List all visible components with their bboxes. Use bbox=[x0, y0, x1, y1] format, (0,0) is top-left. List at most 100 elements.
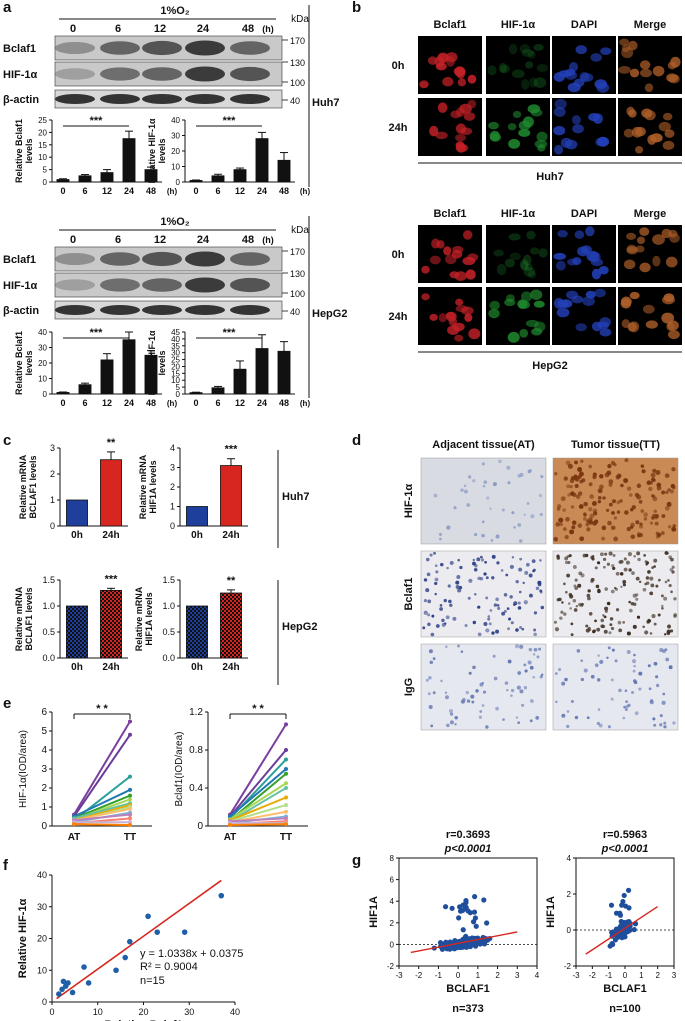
c-hepg2-hif-chart-xtick-label: 0h bbox=[191, 662, 203, 673]
d-cell-dot bbox=[657, 613, 661, 617]
g-left-scatter-ytick-label: 0 bbox=[390, 940, 395, 949]
a-huh7-hif-chart-ytick-label: 20 bbox=[171, 147, 180, 156]
d-cell-dot bbox=[558, 667, 562, 672]
d-cell-dot bbox=[578, 504, 584, 509]
d-cell-dot bbox=[670, 590, 673, 594]
d-cell-dot bbox=[468, 671, 472, 675]
b-hepg2-nucleus bbox=[538, 248, 548, 258]
b-huh7-nucleus bbox=[553, 106, 566, 117]
e-bclaf1-chart-pair-line bbox=[229, 782, 287, 821]
g-right-scatter-point bbox=[614, 927, 620, 933]
d-cell-dot bbox=[583, 668, 588, 673]
a-hepg2-bclaf1-chart-bar bbox=[78, 384, 92, 395]
g-left-scatter-n-label: n=373 bbox=[452, 1003, 484, 1015]
a-huh7-timepoint-6: 6 bbox=[115, 23, 121, 35]
f-point bbox=[154, 929, 161, 935]
d-cell-dot bbox=[668, 583, 672, 588]
d-cell-dot bbox=[600, 552, 604, 557]
g-left-scatter-frame bbox=[398, 857, 538, 967]
d-cell-dot bbox=[596, 627, 601, 632]
d-cell-dot bbox=[647, 570, 651, 574]
a-huh7-hif-chart-xtick-label: 24 bbox=[257, 186, 267, 196]
f-point bbox=[85, 980, 92, 986]
d-cell-dot bbox=[517, 606, 522, 610]
a-hepg2-hif-chart-bar bbox=[255, 348, 269, 395]
a-hepg2-blot-band bbox=[142, 278, 182, 292]
g-left-scatter-point bbox=[473, 923, 479, 929]
b-hepg2-col-header: Merge bbox=[634, 208, 666, 220]
g-left-scatter-point bbox=[462, 942, 468, 948]
b-hepg2-nucleus bbox=[507, 331, 520, 343]
a-huh7-bclaf1-chart-bar bbox=[100, 172, 114, 183]
b-huh7-nucleus bbox=[527, 50, 536, 59]
b-hepg2-nucleus bbox=[577, 246, 589, 257]
b-hepg2-nucleus bbox=[645, 320, 658, 329]
b-huh7-nucleus bbox=[536, 63, 549, 73]
f-xtick-label: 30 bbox=[184, 1007, 194, 1017]
b-hepg2-nucleus bbox=[465, 269, 476, 280]
d-cell-dot bbox=[455, 580, 460, 585]
d-cell-dot bbox=[536, 655, 540, 659]
c-huh7-bclaf1-chart-ylabel: BCLAF1 levels bbox=[28, 455, 38, 518]
d-cell-dot bbox=[432, 691, 436, 695]
g-right-scatter-point bbox=[619, 902, 625, 908]
d-cell-dot bbox=[664, 551, 669, 555]
g-right-scatter-point bbox=[627, 927, 633, 933]
b-hepg2-nucleus bbox=[636, 236, 646, 245]
d-cell-dot bbox=[607, 725, 611, 729]
d-cell-dot bbox=[428, 649, 433, 654]
d-cell-dot bbox=[656, 482, 662, 488]
g-left-scatter-point bbox=[456, 915, 462, 921]
d-cell-dot bbox=[608, 551, 613, 556]
d-cell-dot bbox=[517, 671, 522, 675]
e-bclaf1-chart-sig: * * bbox=[252, 703, 264, 715]
g-left-scatter-point bbox=[467, 910, 473, 916]
c-huh7-hif-chart: 0 1 2 3 4 0h 24h *** Relative mRNA HIF1A levels bbox=[138, 443, 248, 541]
d-cell-dot bbox=[585, 522, 590, 527]
d-ihc-image bbox=[552, 643, 679, 731]
a-hepg2-marker-40: 40 bbox=[290, 307, 300, 317]
b-hepg2-nucleus bbox=[517, 299, 528, 309]
d-cell-dot bbox=[640, 464, 645, 468]
b-huh7-nucleus bbox=[437, 52, 449, 64]
d-cell-dot bbox=[482, 484, 486, 488]
g-right-scatter-ytick-label: 2 bbox=[567, 890, 572, 899]
b-hepg2-nucleus bbox=[520, 260, 529, 271]
d-cell-dot bbox=[596, 678, 601, 682]
c-huh7-hif-chart-ytick-label: 4 bbox=[170, 443, 175, 453]
d-cell-dot bbox=[610, 678, 614, 682]
b-hepg2-nucleus bbox=[621, 319, 630, 328]
g-left-scatter-point bbox=[458, 908, 464, 914]
d-cell-dot bbox=[464, 623, 468, 628]
e-bclaf1-chart-ytick-label: 0.4 bbox=[189, 783, 203, 794]
d-cell-dot bbox=[577, 583, 582, 588]
d-cell-dot bbox=[644, 630, 649, 635]
d-cell-dot bbox=[423, 610, 428, 615]
d-cell-dot bbox=[519, 689, 524, 694]
d-cell-dot bbox=[540, 475, 544, 479]
d-cell-dot bbox=[507, 627, 511, 631]
a-hepg2-oxygen-label: 1%O₂ bbox=[160, 216, 189, 228]
c-hepg2-hif-chart-ytick-label: 1.0 bbox=[162, 601, 175, 611]
d-cell-dot bbox=[562, 508, 566, 512]
g-left-scatter-xtick-label: 1 bbox=[476, 971, 481, 980]
g-right-scatter-xtick-label: 3 bbox=[672, 971, 677, 980]
d-cell-dot bbox=[445, 615, 450, 620]
d-cell-dot bbox=[570, 476, 576, 481]
a-huh7-blot-band bbox=[55, 68, 95, 80]
d-cell-dot bbox=[623, 705, 626, 709]
c-huh7-bclaf1-chart-ytick-label: 1 bbox=[50, 495, 55, 505]
d-cell-dot bbox=[574, 586, 579, 590]
c-huh7-bclaf1-chart-ytick-label: 3 bbox=[50, 443, 55, 453]
g-left-scatter-point bbox=[460, 927, 466, 933]
d-cell-dot bbox=[651, 614, 656, 619]
d-cell-dot bbox=[473, 532, 478, 537]
b-huh7-nucleus bbox=[652, 65, 665, 77]
b-hepg2-nucleus bbox=[628, 321, 640, 333]
b-hepg2-nucleus bbox=[574, 230, 585, 239]
d-cell-dot bbox=[491, 631, 495, 635]
d-cell-dot bbox=[445, 645, 448, 648]
d-cell-dot bbox=[456, 574, 461, 579]
d-cell-dot bbox=[653, 509, 657, 513]
